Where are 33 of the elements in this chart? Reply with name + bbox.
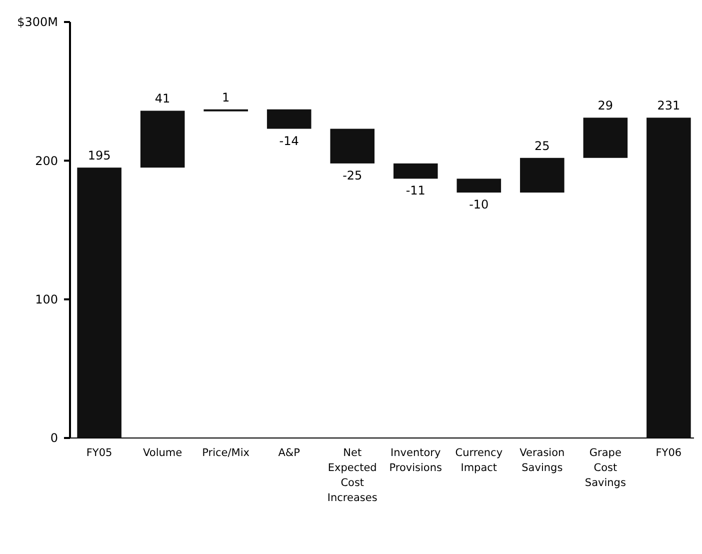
data-label: 29 xyxy=(598,98,614,113)
y-tick-label: 0 xyxy=(50,431,58,446)
y-tick-label: $300M xyxy=(17,15,58,30)
bar xyxy=(583,118,628,158)
x-tick-label: FY05 xyxy=(86,447,112,459)
data-label: 231 xyxy=(657,98,680,113)
x-tick-label: Inventory Provisions xyxy=(389,447,442,474)
bar xyxy=(520,158,564,193)
x-tick-label: Price/Mix xyxy=(202,447,250,459)
data-label: 25 xyxy=(534,138,550,153)
x-tick-label: Verasion Savings xyxy=(520,447,565,474)
bar xyxy=(393,163,438,179)
data-label: 195 xyxy=(88,148,111,163)
data-label: 1 xyxy=(222,90,230,104)
x-tick-label: Currency Impact xyxy=(455,447,503,474)
y-tick-label: 100 xyxy=(35,292,58,307)
x-tick-label: Net Expected Cost Increases xyxy=(327,447,378,504)
bar xyxy=(330,128,375,164)
y-tick-label: 200 xyxy=(35,154,58,168)
x-tick-label: Volume xyxy=(143,447,182,459)
data-label: -11 xyxy=(406,184,426,198)
bar xyxy=(77,168,122,438)
bar xyxy=(266,109,312,129)
x-tick-label: Grape Cost Savings xyxy=(584,447,626,489)
data-label: 41 xyxy=(154,92,170,106)
x-tick-label: FY06 xyxy=(656,447,682,459)
bar xyxy=(140,110,185,168)
data-label: -10 xyxy=(469,198,489,212)
bar xyxy=(456,178,502,193)
x-tick-label: A&P xyxy=(278,447,300,459)
data-label: -25 xyxy=(342,168,362,182)
bar xyxy=(646,118,691,438)
data-label: -14 xyxy=(279,134,299,148)
